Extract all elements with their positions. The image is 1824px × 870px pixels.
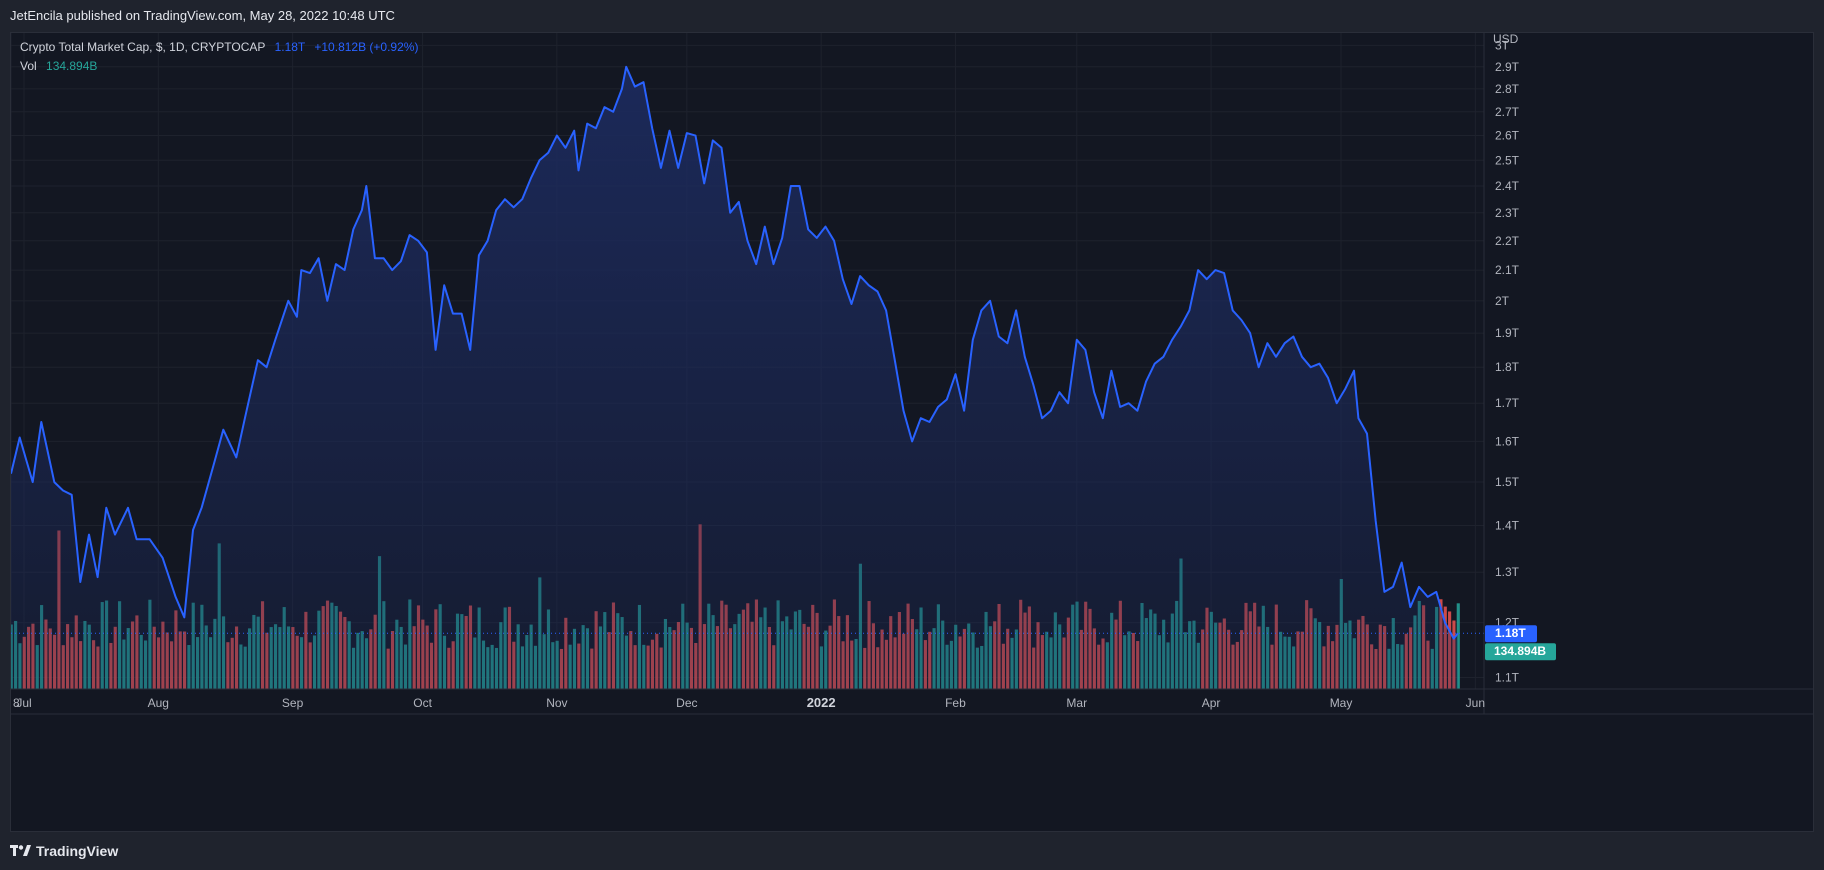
time-axis-tick: 2022 xyxy=(807,695,836,710)
tradingview-logo-icon xyxy=(10,845,31,856)
price-axis-tick: 1.5T xyxy=(1495,475,1520,489)
logo-text: TradingView xyxy=(36,843,119,859)
price-line xyxy=(11,65,1459,640)
time-axis-tick: Jun xyxy=(1466,696,1485,710)
price-axis-tick: 2.1T xyxy=(1495,263,1520,277)
legend-vol-label[interactable]: Vol xyxy=(20,59,37,73)
chart-area[interactable]: USD 3T 2.9T 2.8T 2.7T 2.6T 2.5T 2.4T 2.3T 2.2T 2.1… xyxy=(10,32,1814,832)
price-axis-tick: 2.7T xyxy=(1495,105,1520,119)
last-price-badge xyxy=(1485,625,1537,643)
price-axis-tick: 1.3T xyxy=(1495,565,1520,579)
time-axis-tick: Oct xyxy=(413,696,432,710)
price-axis-tick: 3T xyxy=(1495,38,1510,52)
time-axis-tick: Apr xyxy=(1202,696,1221,710)
tradingview-logo[interactable]: TradingView xyxy=(10,843,118,859)
price-axis-tick: 1.7T xyxy=(1495,396,1520,410)
price-axis-tick: 2.4T xyxy=(1495,179,1520,193)
price-axis-tick: 1.1T xyxy=(1495,670,1520,684)
chart-legend: Crypto Total Market Cap, $, 1D, CRYPTOCA… xyxy=(20,38,418,76)
footer: TradingView xyxy=(0,832,1824,870)
time-axis-tick: Feb xyxy=(945,696,966,710)
price-axis-tick: 2T xyxy=(1495,294,1510,308)
legend-vol-value: 134.894B xyxy=(46,59,98,73)
price-axis-tick: 2.2T xyxy=(1495,234,1520,248)
price-axis-tick: 2.8T xyxy=(1495,82,1520,96)
time-axis-tick: Mar xyxy=(1066,696,1087,710)
price-axis-tick: 1.8T xyxy=(1495,360,1520,374)
price-axis-tick: 2.6T xyxy=(1495,129,1520,143)
time-axis-tick: Nov xyxy=(546,696,567,710)
time-axis-tick: May xyxy=(1330,696,1353,710)
time-axis-tick: 8 xyxy=(13,696,20,710)
price-axis-unit: USD xyxy=(1493,33,1519,46)
volume-bar xyxy=(1456,603,1460,689)
price-axis-tick: 1.6T xyxy=(1495,434,1520,448)
price-axis-tick: 2.9T xyxy=(1495,60,1520,74)
legend-symbol[interactable]: Crypto Total Market Cap, $, 1D, CRYPTOCA… xyxy=(20,40,266,54)
time-axis-tick: Aug xyxy=(148,696,169,710)
publisher-text: JetEncila published on TradingView.com, … xyxy=(10,8,395,23)
time-axis-tick: Sep xyxy=(282,696,304,710)
legend-change: +10.812B (+0.92%) xyxy=(314,40,419,54)
price-axis-tick: 2.3T xyxy=(1495,206,1520,220)
last-price-badge-text: 1.18T xyxy=(1495,626,1526,640)
volume-badge xyxy=(1485,643,1556,661)
price-axis-tick: 1.4T xyxy=(1495,519,1520,533)
legend-last-value: 1.18T xyxy=(274,40,306,54)
price-area xyxy=(11,66,1459,690)
publisher-header: JetEncila published on TradingView.com, … xyxy=(0,0,1824,32)
time-axis-tick: Dec xyxy=(676,696,697,710)
volume-badge-text: 134.894B xyxy=(1494,644,1546,658)
price-axis-tick: 1.9T xyxy=(1495,326,1520,340)
price-axis-tick: 2.5T xyxy=(1495,153,1520,167)
time-axis-tick: Jul xyxy=(16,696,31,710)
